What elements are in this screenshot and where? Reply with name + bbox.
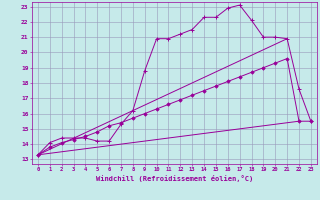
- X-axis label: Windchill (Refroidissement éolien,°C): Windchill (Refroidissement éolien,°C): [96, 175, 253, 182]
